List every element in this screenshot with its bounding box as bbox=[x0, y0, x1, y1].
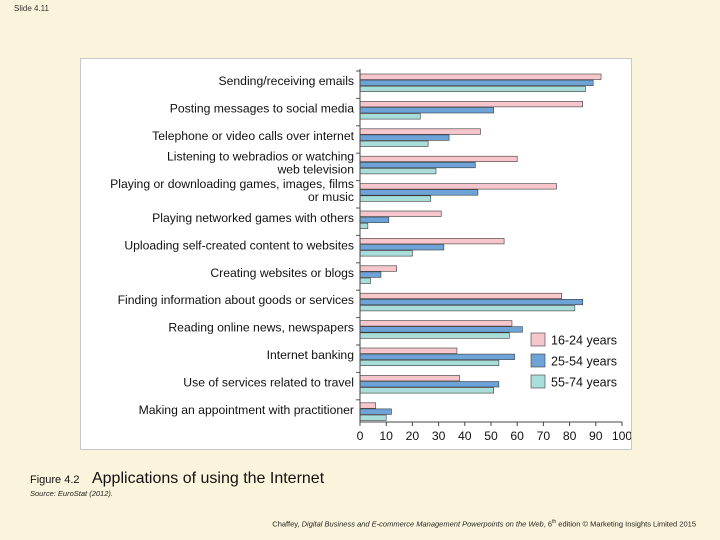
slide-number: Slide 4.11 bbox=[14, 4, 49, 13]
category-label: Playing networked games with others bbox=[152, 211, 354, 225]
footer-edition-suffix: th bbox=[552, 519, 557, 525]
legend-swatch-25-54-years bbox=[530, 353, 546, 368]
bar-telephone-or-video-calls-over-internet-25-54-years bbox=[359, 134, 450, 141]
bar-use-of-services-related-to-travel-16-24-years bbox=[359, 375, 460, 382]
bar-listening-to-webradios-or-watching-web-television-55-74-years bbox=[359, 168, 437, 175]
bar-finding-information-about-goods-or-services-25-54-years bbox=[359, 299, 583, 306]
x-tick-label: 90 bbox=[589, 429, 603, 443]
bar-listening-to-webradios-or-watching-web-television-25-54-years bbox=[359, 162, 476, 169]
x-tick-label: 50 bbox=[484, 429, 498, 443]
legend-label-25-54-years: 25-54 years bbox=[551, 355, 617, 369]
legend-swatch-16-24-years bbox=[530, 332, 546, 347]
category-label: Reading online news, newspapers bbox=[168, 321, 354, 335]
category-label: Internet banking bbox=[267, 348, 354, 362]
x-tick-label: 40 bbox=[458, 429, 472, 443]
bar-internet-banking-55-74-years bbox=[359, 359, 500, 367]
bar-telephone-or-video-calls-over-internet-55-74-years bbox=[359, 140, 429, 147]
bar-creating-websites-or-blogs-16-24-years bbox=[359, 265, 397, 272]
bar-posting-messages-to-social-media-16-24-years bbox=[359, 101, 583, 108]
x-tick-label: 30 bbox=[432, 429, 446, 443]
footer-citation: Chaffey, Digital Business and E-commerce… bbox=[272, 519, 696, 529]
x-tick-label: 10 bbox=[379, 429, 393, 443]
x-tick-label: 20 bbox=[406, 429, 420, 443]
bar-finding-information-about-goods-or-services-16-24-years bbox=[359, 292, 563, 299]
bar-playing-or-downloading-games-images-films-or-music-25-54-years bbox=[359, 189, 479, 196]
figure-caption: Figure 4.2 Applications of using the Int… bbox=[30, 470, 324, 488]
category-label: Finding information about goods or servi… bbox=[118, 293, 354, 307]
category-label: or music bbox=[308, 190, 354, 204]
bar-playing-or-downloading-games-images-films-or-music-55-74-years bbox=[359, 195, 432, 202]
bar-posting-messages-to-social-media-55-74-years bbox=[359, 113, 421, 120]
category-label: Creating websites or blogs bbox=[210, 266, 354, 280]
bar-use-of-services-related-to-travel-55-74-years bbox=[359, 387, 494, 394]
bar-finding-information-about-goods-or-services-55-74-years bbox=[359, 305, 576, 312]
bar-reading-online-news-newspapers-55-74-years bbox=[359, 332, 510, 339]
bar-uploading-self-created-content-to-websites-55-74-years bbox=[359, 250, 413, 257]
bar-use-of-services-related-to-travel-25-54-years bbox=[359, 381, 500, 388]
category-label: web television bbox=[276, 163, 354, 177]
footer-edition: , 6 bbox=[543, 519, 553, 529]
bar-playing-networked-games-with-others-16-24-years bbox=[359, 210, 442, 217]
figure-title: Applications of using the Internet bbox=[91, 470, 325, 487]
category-label: Use of services related to travel bbox=[183, 375, 354, 389]
bar-making-an-appointment-with-practitioner-16-24-years bbox=[359, 402, 377, 409]
category-label: Posting messages to social media bbox=[170, 101, 354, 115]
bar-creating-websites-or-blogs-55-74-years bbox=[359, 277, 371, 284]
figure-label: Figure 4.2 bbox=[30, 474, 80, 486]
bar-making-an-appointment-with-practitioner-55-74-years bbox=[359, 414, 387, 421]
bar-reading-online-news-newspapers-16-24-years bbox=[359, 320, 513, 327]
bar-playing-networked-games-with-others-25-54-years bbox=[359, 216, 390, 223]
figure-panel: Sending/receiving emails Posting messages… bbox=[80, 58, 632, 450]
source-note: Source: EuroStat (2012). bbox=[30, 489, 113, 498]
x-tick-label: 0 bbox=[357, 429, 364, 443]
bar-posting-messages-to-social-media-25-54-years bbox=[359, 107, 494, 114]
bar-uploading-self-created-content-to-websites-25-54-years bbox=[359, 244, 445, 251]
legend-label-55-74-years: 55-74 years bbox=[551, 376, 617, 390]
category-label: Making an appointment with practitioner bbox=[139, 403, 354, 417]
bar-creating-websites-or-blogs-25-54-years bbox=[359, 271, 382, 278]
bar-playing-networked-games-with-others-55-74-years bbox=[359, 222, 369, 229]
footer-rest: edition © Marketing Insights Limited 201… bbox=[556, 519, 696, 529]
bar-reading-online-news-newspapers-25-54-years bbox=[359, 326, 523, 333]
x-tick-label: 80 bbox=[563, 429, 577, 443]
footer-author: Chaffey, bbox=[272, 519, 302, 529]
x-tick-label: 70 bbox=[537, 429, 551, 443]
category-label: Playing or downloading games, images, fi… bbox=[110, 177, 354, 191]
x-tick-label: 100 bbox=[612, 429, 631, 443]
legend-label-16-24-years: 16-24 years bbox=[551, 334, 617, 348]
bar-playing-or-downloading-games-images-films-or-music-16-24-years bbox=[359, 183, 557, 190]
bar-sending-receiving-emails-16-24-years bbox=[359, 73, 602, 80]
category-label: Telephone or video calls over internet bbox=[152, 129, 355, 143]
bar-sending-receiving-emails-25-54-years bbox=[359, 79, 594, 86]
category-label: Uploading self-created content to websit… bbox=[124, 238, 354, 252]
bar-uploading-self-created-content-to-websites-16-24-years bbox=[359, 238, 505, 245]
x-tick-label: 60 bbox=[510, 429, 524, 443]
category-label: Listening to webradios or watching bbox=[167, 150, 354, 164]
bar-listening-to-webradios-or-watching-web-television-16-24-years bbox=[359, 155, 518, 162]
bar-chart: Sending/receiving emails Posting messages… bbox=[110, 69, 631, 443]
footer-book-title: Digital Business and E-commerce Manageme… bbox=[301, 519, 544, 529]
category-label: Sending/receiving emails bbox=[219, 74, 355, 88]
bar-internet-banking-16-24-years bbox=[359, 347, 458, 354]
legend-swatch-55-74-years bbox=[530, 374, 546, 389]
bar-internet-banking-25-54-years bbox=[359, 353, 515, 360]
bar-telephone-or-video-calls-over-internet-16-24-years bbox=[359, 128, 481, 135]
bar-making-an-appointment-with-practitioner-25-54-years bbox=[359, 408, 392, 415]
bar-sending-receiving-emails-55-74-years bbox=[359, 85, 586, 93]
